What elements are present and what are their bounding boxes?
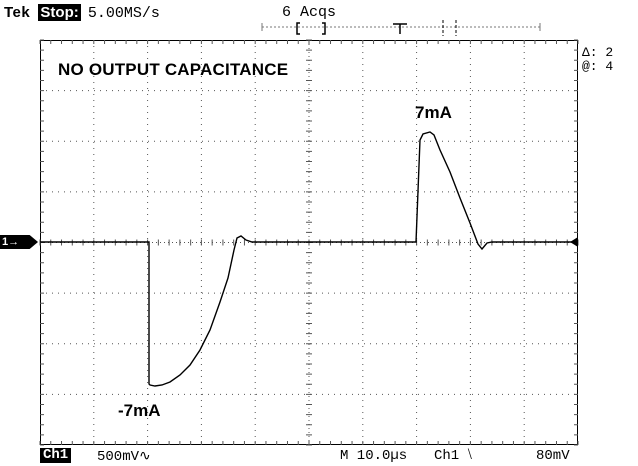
trigger-level: 80mV (536, 448, 570, 464)
trigger-source: Ch1 ⧵ (434, 448, 473, 464)
cursor-position: @: 4 (582, 59, 614, 74)
screen-title: NO OUTPUT CAPACITANCE (58, 60, 289, 79)
acquisition-count: 6 Acqs (282, 4, 337, 21)
brand-label: Tek (4, 4, 31, 21)
status-left: Tek Stop: 5.00MS/s (4, 4, 160, 22)
vertical-scale: 500mV∿ (97, 449, 151, 465)
cursor-delta: Δ: 2 (582, 45, 614, 60)
trigger-level-marker (570, 237, 578, 247)
annotation-negative-peak: -7mA (118, 401, 161, 420)
sample-rate: 5.00MS/s (87, 5, 160, 22)
annotation-positive-peak: 7mA (415, 103, 452, 122)
channel-1-badge[interactable]: Ch1 (40, 448, 72, 463)
cursor-readout: Δ: 2 @: 4 (582, 46, 613, 74)
settings-bar: Ch1 500mV∿ M 10.0µs Ch1 ⧵ 80mV (0, 445, 638, 466)
channel-1-ground-marker[interactable]: 1→ (0, 235, 38, 249)
record-position-indicator (261, 20, 541, 36)
status-bar: Tek Stop: 5.00MS/s 6 Acqs (0, 0, 638, 40)
run-stop-badge[interactable]: Stop: (38, 4, 81, 21)
ch1-waveform-trace (40, 131, 578, 387)
timebase: M 10.0µs (340, 448, 408, 464)
